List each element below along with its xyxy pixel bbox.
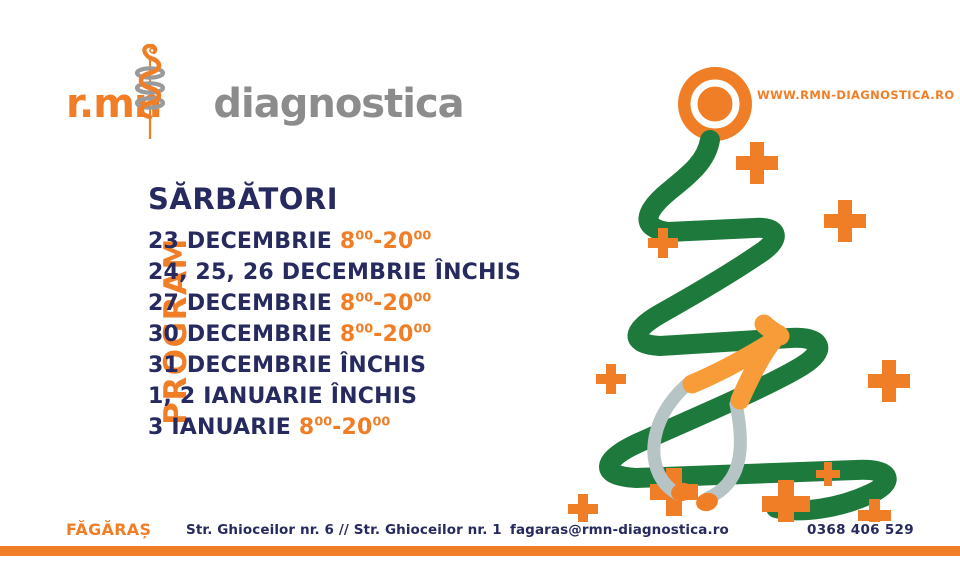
schedule-row-1: 24, 25, 26 DECEMBRIE ÎNCHIS	[148, 257, 578, 288]
schedule-row-2: 27 DECEMBRIE 800-2000	[148, 288, 578, 319]
schedule-date-5: 1, 2 IANUARIE	[148, 384, 323, 409]
open-from-3: 8	[339, 322, 356, 347]
schedule-date-4: 31 DECEMBRIE	[148, 353, 332, 378]
footer-phone[interactable]: 0368 406 529	[807, 522, 914, 538]
schedule-row-0: 23 DECEMBRIE 800-2000	[148, 226, 578, 257]
stethoscope-eartip-right	[696, 492, 718, 512]
schedule-hours-6: 800-2000	[298, 414, 391, 440]
orange-ring-ornament	[678, 67, 752, 141]
open-from-2: 8	[339, 291, 356, 316]
footer-address: Str. Ghioceilor nr. 6 // Str. Ghioceilor…	[186, 522, 502, 538]
open-to-sup-0: 00	[413, 228, 432, 244]
website-url[interactable]: WWW.RMN-DIAGNOSTICA.RO	[757, 88, 955, 102]
schedule-hours-3: 800-2000	[339, 321, 432, 347]
open-to-6: 20	[341, 415, 373, 440]
schedule-row-6: 3 IANUARIE 800-2000	[148, 412, 578, 443]
open-from-sup-3: 00	[355, 321, 374, 337]
schedule-status-5: ÎNCHIS	[330, 384, 418, 409]
open-from-sup-6: 00	[314, 414, 333, 430]
open-to-2: 20	[382, 291, 414, 316]
schedule-row-4: 31 DECEMBRIE ÎNCHIS	[148, 350, 578, 381]
page-title: SĂRBĂTORI	[148, 182, 339, 216]
logo-wordmark: r.mn diagnostica	[66, 81, 465, 127]
footer-bar: FĂGĂRAȘ Str. Ghioceilor nr. 6 // Str. Gh…	[0, 510, 960, 556]
schedule-status-4: ÎNCHIS	[339, 353, 427, 378]
schedule-row-5: 1, 2 IANUARIE ÎNCHIS	[148, 381, 578, 412]
open-to-sup-2: 00	[413, 290, 432, 306]
schedule-list: SĂRBĂTORI 23 DECEMBRIE 800-2000 24, 25, …	[148, 185, 578, 443]
christmas-tree-stethoscope-illustration	[568, 67, 910, 522]
open-to-3: 20	[382, 322, 414, 347]
footer-city: FĂGĂRAȘ	[66, 520, 152, 539]
open-from-sup-2: 00	[355, 290, 374, 306]
schedule-date-0: 23 DECEMBRIE	[148, 229, 332, 254]
schedule-row-3: 30 DECEMBRIE 800-2000	[148, 319, 578, 350]
schedule-status-1: ÎNCHIS	[434, 260, 522, 285]
open-from-6: 8	[298, 415, 315, 440]
stethoscope-eartip-left	[671, 482, 693, 502]
program-panel: PROGRAM SĂRBĂTORI 23 DECEMBRIE 800-2000 …	[100, 185, 570, 460]
schedule-date-6: 3 IANUARIE	[148, 415, 291, 440]
brand-logo[interactable]: r.mn diagnostica	[66, 44, 465, 140]
schedule-date-3: 30 DECEMBRIE	[148, 322, 332, 347]
open-to-sup-6: 00	[372, 414, 391, 430]
footer-accent-bar	[0, 546, 960, 556]
schedule-hours-2: 800-2000	[339, 290, 432, 316]
open-from-sup-0: 00	[355, 228, 374, 244]
open-to-sup-3: 00	[413, 321, 432, 337]
open-from-0: 8	[339, 229, 356, 254]
schedule-date-2: 27 DECEMBRIE	[148, 291, 332, 316]
orange-stethoscope	[647, 314, 790, 512]
logo-diagnostica-text: diagnostica	[213, 81, 464, 127]
schedule-hours-0: 800-2000	[339, 228, 432, 254]
caduceus-icon	[134, 44, 166, 139]
open-to-0: 20	[382, 229, 414, 254]
schedule-date-1: 24, 25, 26 DECEMBRIE	[148, 260, 427, 285]
footer-email[interactable]: fagaras@rmn-diagnostica.ro	[510, 522, 729, 538]
